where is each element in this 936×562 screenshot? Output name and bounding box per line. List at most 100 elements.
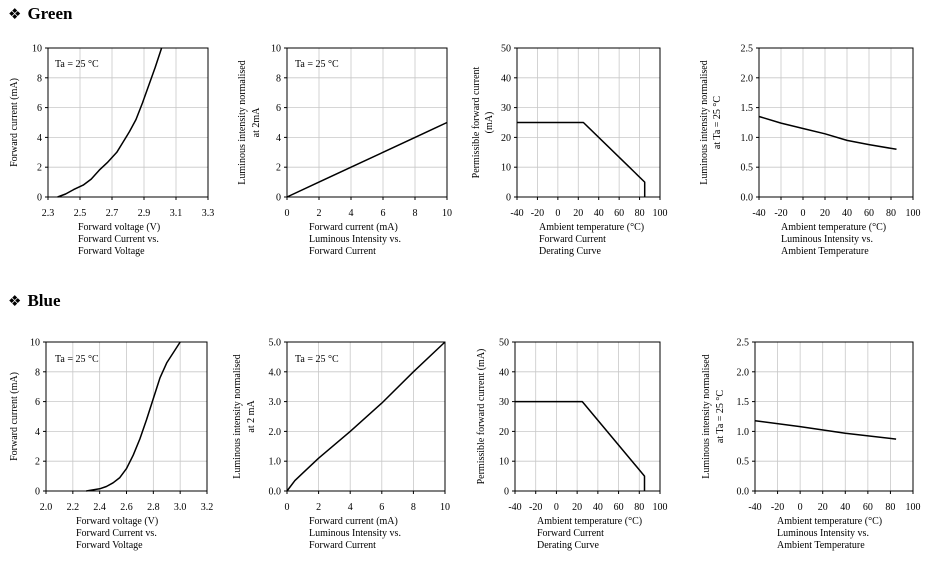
- y-tick-label: 0.5: [737, 457, 750, 468]
- x-tick-label: -40: [508, 502, 521, 513]
- y-tick-label: 2.0: [737, 367, 750, 378]
- plot-frame: [286, 341, 446, 492]
- y-tick-label: 40: [499, 367, 509, 378]
- data-series-line: [86, 341, 181, 492]
- x-tick-label: 60: [614, 208, 624, 219]
- data-series-line: [286, 121, 448, 198]
- x-axis-label: Ambient temperature (°C): [781, 222, 886, 233]
- chart-caption: Ambient Temperature: [781, 246, 869, 257]
- y-tick-label: 8: [35, 367, 40, 378]
- y-tick-label: 2.5: [737, 338, 750, 349]
- y-tick-label: 1.0: [741, 133, 754, 144]
- data-series-line: [515, 400, 646, 491]
- chart-caption: Ambient Temperature: [777, 540, 865, 551]
- section-title-blue: ❖ Blue: [8, 291, 61, 311]
- chart-caption: Forward Current: [309, 540, 376, 551]
- data-series-line: [286, 341, 446, 492]
- x-tick-label: 2.8: [147, 502, 160, 513]
- x-tick-label: 2.0: [40, 502, 53, 513]
- y-tick-label: 4: [35, 427, 40, 438]
- x-tick-label: 8: [411, 502, 416, 513]
- y-tick-label: 20: [499, 427, 509, 438]
- y-tick-label: 1.5: [741, 103, 754, 114]
- y-tick-label: 4: [37, 133, 42, 144]
- y-tick-label: 30: [501, 103, 511, 114]
- y-axis-label: at Ta = 25 °C: [712, 96, 723, 150]
- y-axis-label: at 2 mA: [246, 400, 257, 433]
- y-tick-label: 4.0: [269, 367, 282, 378]
- x-tick-label: -20: [529, 502, 542, 513]
- x-axis-label: Forward current (mA): [309, 222, 398, 233]
- plot-frame: [758, 47, 914, 198]
- temperature-annotation: Ta = 25 °C: [295, 354, 339, 365]
- chart-caption: Luminous Intensity vs.: [309, 528, 401, 539]
- y-axis-label: at Ta = 25 °C: [715, 390, 726, 444]
- x-tick-label: 80: [634, 502, 644, 513]
- chart-caption: Derating Curve: [537, 540, 599, 551]
- y-tick-label: 0.0: [269, 487, 282, 498]
- y-tick-label: 10: [271, 44, 281, 55]
- y-tick-label: 2.5: [741, 44, 754, 55]
- plot-frame: [286, 47, 448, 198]
- y-tick-label: 50: [499, 338, 509, 349]
- y-tick-label: 50: [501, 44, 511, 55]
- temperature-annotation: Ta = 25 °C: [295, 59, 339, 70]
- x-tick-label: 60: [864, 208, 874, 219]
- x-tick-label: 2.2: [67, 502, 80, 513]
- x-tick-label: 40: [593, 502, 603, 513]
- y-axis-label: Permissible forward current: [471, 66, 482, 178]
- y-tick-label: 8: [276, 73, 281, 84]
- y-axis-label: Luminous intensity normalised: [701, 354, 712, 478]
- data-series-line: [754, 419, 897, 440]
- x-tick-label: -20: [771, 502, 784, 513]
- x-tick-label: 2: [317, 208, 322, 219]
- y-tick-label: 0: [37, 193, 42, 204]
- chart-caption: Forward Voltage: [78, 246, 145, 257]
- x-tick-label: 2: [316, 502, 321, 513]
- x-axis-label: Ambient temperature (°C): [777, 516, 882, 527]
- data-series-line: [758, 115, 897, 151]
- y-tick-label: 1.0: [269, 457, 282, 468]
- y-axis-label: Luminous intensity normalised: [237, 60, 248, 184]
- y-tick-label: 2: [35, 457, 40, 468]
- x-axis-label: Forward voltage (V): [78, 222, 160, 233]
- x-tick-label: 0: [554, 502, 559, 513]
- x-tick-label: 10: [440, 502, 450, 513]
- x-tick-label: 40: [840, 502, 850, 513]
- y-tick-label: 20: [501, 133, 511, 144]
- x-tick-label: 40: [594, 208, 604, 219]
- temperature-annotation: Ta = 25 °C: [55, 59, 99, 70]
- y-tick-label: 2: [276, 163, 281, 174]
- y-tick-label: 3.0: [269, 397, 282, 408]
- chart-caption: Luminous Intensity vs.: [777, 528, 869, 539]
- x-tick-label: 20: [820, 208, 830, 219]
- x-tick-label: 2.7: [106, 208, 119, 219]
- y-axis-label: at 2mA: [251, 107, 262, 137]
- x-tick-label: 0: [285, 208, 290, 219]
- y-tick-label: 10: [501, 163, 511, 174]
- x-tick-label: 80: [885, 502, 895, 513]
- y-tick-label: 40: [501, 73, 511, 84]
- y-tick-label: 5.0: [269, 338, 282, 349]
- y-axis-label: Luminous intensity normalised: [699, 60, 710, 184]
- x-tick-label: 0: [555, 208, 560, 219]
- x-tick-label: 2.6: [120, 502, 133, 513]
- y-tick-label: 0.0: [737, 487, 750, 498]
- y-tick-label: 0: [506, 193, 511, 204]
- x-axis-label: Forward current (mA): [309, 516, 398, 527]
- y-tick-label: 2: [37, 163, 42, 174]
- x-tick-label: 20: [818, 502, 828, 513]
- x-tick-label: 3.3: [202, 208, 215, 219]
- x-tick-label: 80: [635, 208, 645, 219]
- y-axis-label: Forward current (mA): [9, 372, 20, 461]
- x-tick-label: 80: [886, 208, 896, 219]
- y-tick-label: 0: [276, 193, 281, 204]
- y-tick-label: 0: [35, 487, 40, 498]
- data-series-line: [517, 121, 646, 197]
- x-tick-label: 4: [348, 502, 353, 513]
- y-tick-label: 10: [32, 44, 42, 55]
- x-tick-label: 40: [842, 208, 852, 219]
- x-axis-label: Ambient temperature (°C): [539, 222, 644, 233]
- y-tick-label: 8: [37, 73, 42, 84]
